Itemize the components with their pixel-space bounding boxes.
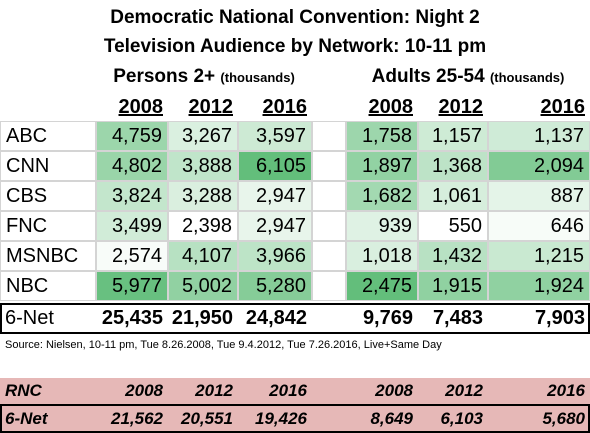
network-label: CBS [0,181,96,211]
total-adults-cell: 7,483 [432,307,483,329]
persons-cell: 2,947 [238,181,312,211]
year-header: 2016 [540,95,586,118]
source-note: Source: Nielsen, 10-11 pm, Tue 8.26.2008… [5,339,442,351]
total-adults-cell: 7,903 [534,307,585,329]
persons-cell: 3,288 [168,181,238,211]
group-header: Adults 25-54 (thousands) [346,63,590,91]
year-header: 2008 [368,95,414,118]
network-label: NBC [0,271,96,301]
group-unit: (thousands) [220,69,295,85]
persons-cell: 6,105 [238,151,312,181]
adults-cell: 1,915 [418,271,488,301]
adults-cell: 887 [488,181,590,211]
persons-cell: 3,267 [168,121,238,151]
adults-cell: 1,137 [488,121,590,151]
total-label: 6-Net [5,307,54,329]
group-label: Persons 2+ [113,66,216,87]
year-header: 2008 [118,95,164,118]
persons-cell: 3,597 [238,121,312,151]
title-line-2: Television Audience by Network: 10-11 pm [103,36,487,57]
persons-cell: 3,499 [96,211,168,241]
rnc-year-header: 2008 [346,378,418,404]
adults-cell: 1,157 [418,121,488,151]
spacer-cell [312,211,346,241]
rnc-total-band [0,404,590,433]
adults-cell: 646 [488,211,590,241]
rnc-total-cell: 8,649 [370,408,413,428]
rnc-label: RNC [0,378,96,404]
persons-cell: 4,759 [96,121,168,151]
title-line-1: Democratic National Convention: Night 2 [110,7,480,28]
persons-cell: 5,002 [168,271,238,301]
adults-cell: 1,758 [346,121,418,151]
persons-cell: 5,977 [96,271,168,301]
persons-cell: 4,802 [96,151,168,181]
rnc-total-cell: 19,426 [255,408,307,428]
adults-cell: 1,897 [346,151,418,181]
adults-cell: 1,368 [418,151,488,181]
adults-cell: 1,215 [488,241,590,271]
spacer-cell [312,271,346,301]
spacer-cell [312,181,346,211]
network-label: MSNBC [0,241,96,271]
adults-cell: 2,094 [488,151,590,181]
total-persons-cell: 24,842 [245,307,307,329]
rnc-year-header: 2012 [168,378,238,404]
year-header: 2012 [438,95,484,118]
rnc-total-label: 6-Net [5,408,48,428]
persons-cell: 4,107 [168,241,238,271]
adults-cell: 1,018 [346,241,418,271]
total-adults-cell: 9,769 [362,307,413,329]
rnc-total-cell: 21,562 [111,408,163,428]
rnc-year-header: 2012 [418,378,488,404]
adults-cell: 550 [418,211,488,241]
network-label: ABC [0,121,96,151]
year-header: 2012 [188,95,234,118]
total-row-border [0,303,590,334]
persons-cell: 2,947 [238,211,312,241]
spacer-cell [312,241,346,271]
rnc-total-cell: 5,680 [542,408,585,428]
persons-cell: 3,824 [96,181,168,211]
rnc-total-cell: 6,103 [440,408,483,428]
adults-cell: 2,475 [346,271,418,301]
total-persons-cell: 25,435 [101,307,163,329]
group-label: Adults 25-54 [371,66,485,87]
rnc-year-header: 2016 [488,378,590,404]
group-header: Persons 2+ (thousands) [96,63,312,91]
adults-cell: 1,061 [418,181,488,211]
adults-cell: 1,682 [346,181,418,211]
persons-cell: 2,398 [168,211,238,241]
rnc-year-header: 2008 [96,378,168,404]
persons-cell: 3,966 [238,241,312,271]
group-unit: (thousands) [489,69,565,85]
adults-cell: 1,432 [418,241,488,271]
adults-cell: 1,924 [488,271,590,301]
year-header: 2016 [262,95,308,118]
network-label: CNN [0,151,96,181]
network-label: FNC [0,211,96,241]
spacer-cell [312,151,346,181]
persons-cell: 3,888 [168,151,238,181]
persons-cell: 5,280 [238,271,312,301]
adults-cell: 939 [346,211,418,241]
spacer-cell [312,121,346,151]
total-persons-cell: 21,950 [171,307,233,329]
rnc-total-cell: 20,551 [181,408,233,428]
rnc-year-header: 2016 [238,378,312,404]
persons-cell: 2,574 [96,241,168,271]
